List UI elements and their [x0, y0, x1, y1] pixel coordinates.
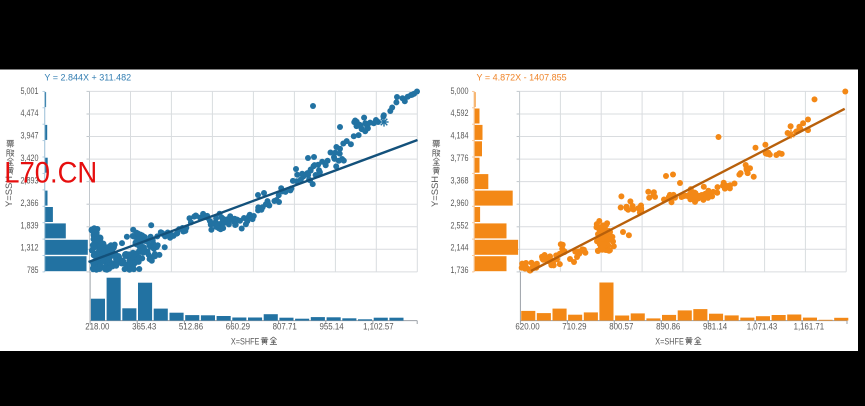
svg-text:3,776: 3,776	[451, 153, 469, 163]
svg-text:660.29: 660.29	[226, 322, 250, 332]
svg-text:955.14: 955.14	[320, 322, 344, 332]
svg-text:1,312: 1,312	[21, 243, 39, 253]
svg-text:2,960: 2,960	[451, 198, 469, 208]
svg-text:1,071.43: 1,071.43	[747, 322, 778, 332]
svg-text:3,947: 3,947	[21, 131, 39, 141]
svg-text:785: 785	[27, 265, 39, 275]
svg-text:Y = 4.872X - 1407.855: Y = 4.872X - 1407.855	[477, 72, 567, 82]
svg-text:890.86: 890.86	[656, 322, 680, 332]
svg-text:2,144: 2,144	[451, 243, 469, 253]
svg-text:2,366: 2,366	[21, 198, 39, 208]
svg-text:5,001: 5,001	[21, 86, 39, 96]
svg-text:2,893: 2,893	[21, 176, 39, 186]
svg-text:3,420: 3,420	[21, 153, 39, 163]
svg-text:800.57: 800.57	[609, 322, 633, 332]
svg-text:1,161.71: 1,161.71	[794, 322, 825, 332]
svg-text:710.29: 710.29	[562, 322, 586, 332]
svg-text:X=SHFE: X=SHFE	[231, 336, 260, 346]
svg-text:L70.CN: L70.CN	[4, 157, 97, 190]
svg-text:1,102.57: 1,102.57	[363, 322, 394, 332]
svg-text:1,839: 1,839	[21, 220, 39, 230]
svg-text:981.14: 981.14	[703, 322, 727, 332]
svg-text:4,184: 4,184	[451, 131, 469, 141]
svg-text:620.00: 620.00	[515, 322, 539, 332]
svg-text:365.43: 365.43	[132, 322, 156, 332]
svg-text:Y = 2.844X + 311.482: Y = 2.844X + 311.482	[44, 72, 131, 82]
svg-text:1,736: 1,736	[451, 265, 469, 275]
svg-text:807.71: 807.71	[273, 322, 297, 332]
svg-text:512.86: 512.86	[179, 322, 203, 332]
svg-text:4,474: 4,474	[21, 108, 39, 118]
svg-text:2,552: 2,552	[451, 220, 469, 230]
svg-text:3,368: 3,368	[451, 176, 469, 186]
svg-text:X=SHFE: X=SHFE	[655, 336, 684, 346]
svg-text:Y=SSH: Y=SSH	[4, 176, 14, 207]
svg-text:218.00: 218.00	[85, 322, 109, 332]
svg-text:Y=SSH: Y=SSH	[430, 176, 440, 207]
svg-text:5,000: 5,000	[451, 86, 469, 96]
svg-text:4,592: 4,592	[451, 108, 469, 118]
